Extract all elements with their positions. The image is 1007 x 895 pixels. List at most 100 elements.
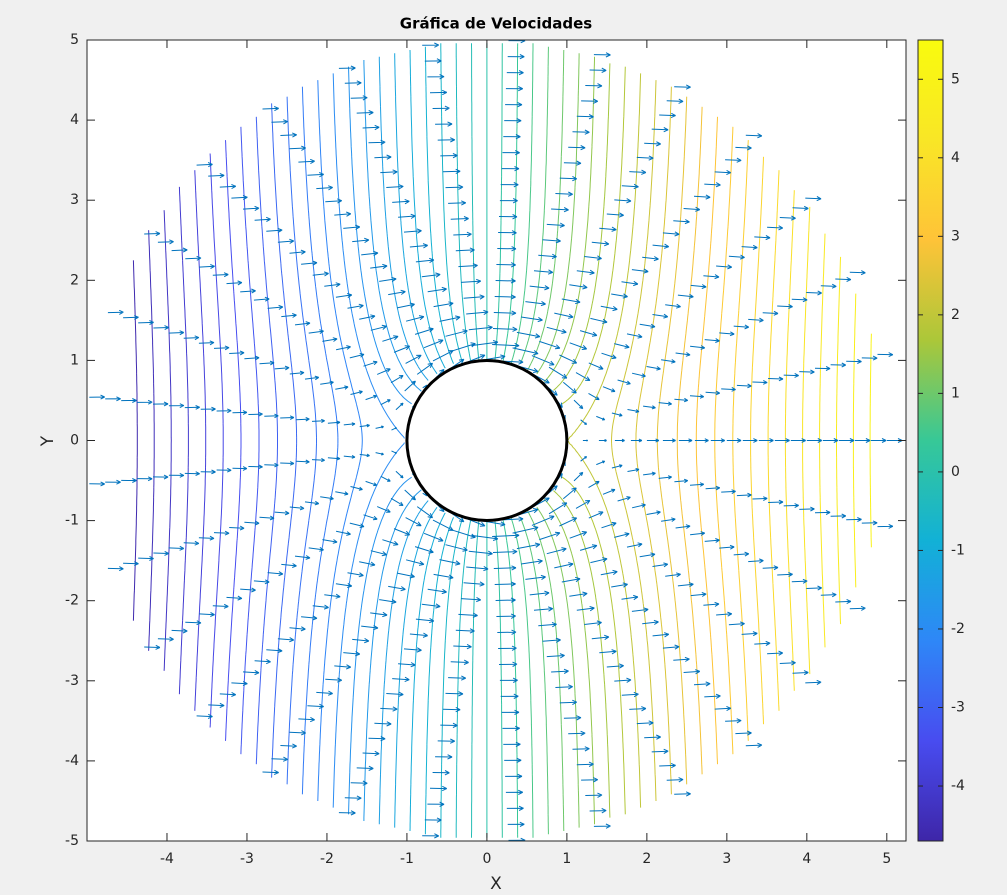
velocity-arrow <box>551 207 569 213</box>
velocity-arrow <box>405 315 425 322</box>
velocity-arrow <box>429 89 448 96</box>
velocity-arrow <box>502 150 520 156</box>
velocity-arrow <box>493 565 517 571</box>
velocity-arrow <box>307 703 324 709</box>
velocity-arrow <box>736 383 752 389</box>
velocity-arrow <box>494 294 516 300</box>
velocity-arrow <box>576 269 595 275</box>
contour-line <box>869 333 872 548</box>
velocity-arrow <box>683 206 701 212</box>
velocity-arrow <box>673 656 690 662</box>
velocity-arrow <box>643 405 656 410</box>
velocity-arrow <box>281 563 297 568</box>
cylinder <box>405 359 569 522</box>
velocity-arrow <box>89 481 105 487</box>
velocity-arrow <box>554 312 574 319</box>
velocity-arrow <box>704 693 721 699</box>
velocity-arrow <box>311 418 325 424</box>
velocity-arrow <box>185 620 202 626</box>
velocity-arrow <box>362 124 380 131</box>
velocity-arrow <box>304 375 320 381</box>
velocity-arrow <box>694 438 709 443</box>
velocity-arrow <box>593 823 611 829</box>
velocity-arrow <box>312 604 329 610</box>
velocity-arrow <box>561 576 581 583</box>
velocity-arrow <box>642 256 659 262</box>
velocity-arrow <box>445 184 464 190</box>
velocity-arrow <box>507 821 525 827</box>
velocity-arrow <box>271 119 288 125</box>
velocity-arrow <box>240 587 256 593</box>
velocity-arrow <box>505 102 523 108</box>
velocity-arrow <box>409 243 428 249</box>
velocity-arrow <box>569 591 588 597</box>
velocity-arrow <box>820 283 837 289</box>
y-tick-label: -2 <box>65 593 79 609</box>
contour-line <box>471 43 480 838</box>
velocity-arrow <box>600 569 618 576</box>
velocity-arrow <box>658 401 672 406</box>
velocity-arrow <box>493 310 517 316</box>
velocity-arrow <box>404 489 416 501</box>
velocity-arrow <box>762 310 779 316</box>
velocity-arrow <box>361 624 379 631</box>
velocity-arrow <box>646 438 660 443</box>
velocity-arrow <box>838 438 855 443</box>
velocity-arrow <box>580 419 588 425</box>
velocity-arrow <box>138 320 154 325</box>
velocity-arrow <box>588 511 604 519</box>
velocity-arrow <box>414 327 434 335</box>
velocity-arrow <box>735 145 752 151</box>
velocity-arrow <box>748 317 764 323</box>
velocity-arrow <box>289 626 306 632</box>
velocity-arrow <box>546 653 565 659</box>
velocity-arrow <box>573 399 584 410</box>
velocity-arrow <box>559 517 578 527</box>
velocity-arrow <box>675 524 691 529</box>
velocity-arrow <box>725 157 742 163</box>
velocity-arrow <box>359 423 370 428</box>
velocity-arrow <box>398 213 416 219</box>
velocity-arrow <box>502 725 520 731</box>
velocity-arrow <box>665 572 681 578</box>
contour-line <box>132 260 138 621</box>
colorbar-tick-label: -4 <box>951 778 965 794</box>
velocity-arrow <box>349 353 365 359</box>
velocity-arrow <box>199 264 215 269</box>
velocity-arrow <box>471 340 499 347</box>
velocity-arrow <box>705 390 721 396</box>
velocity-arrow <box>861 520 878 526</box>
velocity-arrow <box>505 789 524 795</box>
x-tick-label: 4 <box>802 851 811 867</box>
velocity-arrow <box>308 329 324 335</box>
velocity-arrow <box>806 585 822 591</box>
velocity-arrow <box>327 420 341 425</box>
velocity-arrow <box>569 531 588 539</box>
velocity-arrow <box>232 466 248 471</box>
velocity-arrow <box>390 497 404 506</box>
velocity-arrow <box>334 211 352 217</box>
velocity-arrow <box>563 715 582 721</box>
velocity-arrow <box>666 98 684 104</box>
velocity-arrow <box>153 550 169 556</box>
velocity-arrow <box>585 792 603 798</box>
velocity-arrow <box>768 499 784 505</box>
velocity-arrow <box>576 114 594 120</box>
velocity-arrow <box>580 456 588 462</box>
velocity-arrow <box>506 805 524 811</box>
velocity-arrow <box>494 581 516 587</box>
velocity-arrow <box>437 738 456 744</box>
velocity-arrow <box>442 706 461 713</box>
velocity-arrow <box>651 748 669 754</box>
velocity-arrow <box>105 479 121 485</box>
velocity-arrow <box>316 690 333 696</box>
velocity-arrow <box>395 470 404 479</box>
velocity-arrow <box>212 603 229 609</box>
velocity-arrow <box>392 198 410 205</box>
contour-line <box>394 53 438 828</box>
velocity-arrow <box>495 278 516 284</box>
velocity-arrow <box>629 169 647 175</box>
velocity-arrow <box>693 194 711 200</box>
velocity-arrow <box>631 503 646 509</box>
velocity-arrow <box>639 552 656 558</box>
